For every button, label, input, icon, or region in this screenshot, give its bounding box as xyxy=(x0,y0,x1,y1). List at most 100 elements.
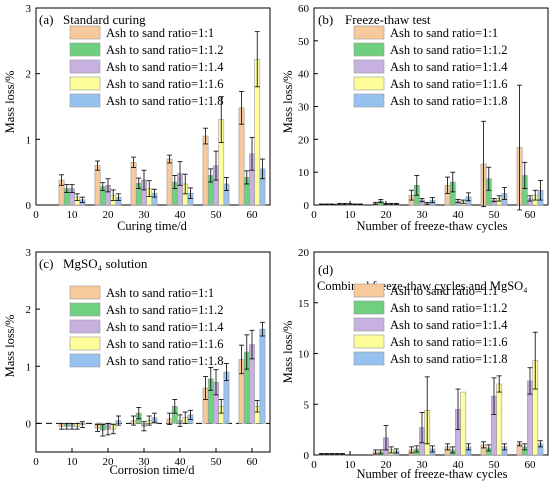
legend-swatch xyxy=(69,76,101,91)
legend-swatch xyxy=(353,59,385,74)
bar xyxy=(496,383,503,456)
panel-a-title: Standard curing xyxy=(63,12,146,27)
y-tick-label: 1 xyxy=(26,361,32,373)
y-tick-label: 0 xyxy=(304,450,310,462)
y-tick-label: 5 xyxy=(304,399,310,411)
x-tick-label: 30 xyxy=(139,209,151,221)
legend-swatch xyxy=(69,336,101,351)
legend-label: Ash to sand ratio=1:1.6 xyxy=(106,77,223,91)
legend-swatch xyxy=(353,25,385,40)
panel-d-ylabel: Mass loss/% xyxy=(281,321,295,384)
legend-label: Ash to sand ratio=1:1 xyxy=(106,286,214,300)
legend-label: Ash to sand ratio=1:1 xyxy=(106,26,214,40)
legend-label: Ash to sand ratio=1:1.4 xyxy=(106,320,224,334)
panel-b: (b) Freeze-thaw test Number of freeze-th… xyxy=(281,3,549,233)
x-tick-label: 50 xyxy=(489,459,501,471)
legend-swatch xyxy=(69,319,101,334)
x-tick-label: 60 xyxy=(525,459,537,471)
x-tick-label: 20 xyxy=(381,209,393,221)
bar xyxy=(94,165,101,206)
x-tick-label: 10 xyxy=(345,209,357,221)
legend-swatch xyxy=(353,300,385,315)
legend-swatch xyxy=(69,302,101,317)
x-tick-label: 30 xyxy=(417,459,429,471)
panel-a-label: (a) xyxy=(39,12,53,27)
legend-swatch xyxy=(353,283,385,298)
panel-a-ylabel: Mass loss/% xyxy=(3,71,17,134)
legend-label: Ash to sand ratio=1:1.2 xyxy=(390,301,507,315)
y-tick-label: 15 xyxy=(298,298,310,310)
x-tick-label: 0 xyxy=(33,456,39,468)
legend-label: Ash to sand ratio=1:1.6 xyxy=(390,77,507,91)
y-tick-label: 0 xyxy=(26,418,32,430)
legend-label: Ash to sand ratio=1:1.8 xyxy=(390,352,507,366)
legend-swatch xyxy=(353,351,385,366)
legend-label: Ash to sand ratio=1:1.4 xyxy=(390,318,508,332)
y-tick-label: 30 xyxy=(298,102,310,114)
x-tick-label: 60 xyxy=(247,209,259,221)
panel-a-xlabel: Curing time/d xyxy=(117,219,188,233)
y-tick-label: 2 xyxy=(26,304,32,316)
x-tick-label: 40 xyxy=(175,209,187,221)
panel-a: (a) Standard curing Curing time/d Mass l… xyxy=(3,3,271,233)
legend-label: Ash to sand ratio=1:1.8 xyxy=(106,94,223,108)
y-tick-label: 2 xyxy=(26,69,32,81)
legend-label: Ash to sand ratio=1:1.6 xyxy=(390,335,507,349)
y-tick-label: 0 xyxy=(26,200,32,212)
legend-label: Ash to sand ratio=1:1.4 xyxy=(106,60,224,74)
x-tick-label: 20 xyxy=(103,456,115,468)
panel-b-xlabel: Number of freeze-thaw cycles xyxy=(357,219,508,233)
legend-swatch xyxy=(353,317,385,332)
y-tick-label: 60 xyxy=(298,3,310,15)
legend-label: Ash to sand ratio=1:1.2 xyxy=(106,43,223,57)
x-tick-label: 10 xyxy=(345,459,357,471)
y-tick-label: 3 xyxy=(26,247,32,259)
legend-swatch xyxy=(69,25,101,40)
x-tick-label: 40 xyxy=(175,456,187,468)
x-tick-label: 40 xyxy=(453,459,465,471)
bar xyxy=(166,158,173,206)
legend-label: Ash to sand ratio=1:1.4 xyxy=(390,60,508,74)
panel-d: (d) Combined freeze-thaw cycles and MgSO… xyxy=(281,247,549,481)
legend-swatch xyxy=(69,93,101,108)
panel-c-label: (c) xyxy=(39,256,53,271)
bar xyxy=(259,328,266,424)
x-tick-label: 20 xyxy=(103,209,115,221)
x-tick-label: 60 xyxy=(247,456,259,468)
panel-b-title: Freeze-thaw test xyxy=(345,12,431,27)
x-tick-label: 0 xyxy=(311,459,317,471)
panel-c-xlabel: Corrosion time/d xyxy=(109,463,195,477)
panel-c-ylabel: Mass loss/% xyxy=(3,315,17,378)
legend-swatch xyxy=(353,76,385,91)
y-tick-label: 1 xyxy=(26,134,32,146)
panel-c-title: MgSO₄ solution xyxy=(63,256,148,271)
x-tick-label: 40 xyxy=(453,209,465,221)
x-tick-label: 30 xyxy=(139,456,151,468)
x-tick-label: 50 xyxy=(211,456,223,468)
x-tick-label: 50 xyxy=(489,209,501,221)
legend-label: Ash to sand ratio=1:1 xyxy=(390,284,498,298)
legend-label: Ash to sand ratio=1:1.6 xyxy=(106,337,223,351)
legend-swatch xyxy=(69,42,101,57)
legend-swatch xyxy=(353,42,385,57)
legend-label: Ash to sand ratio=1:1.2 xyxy=(106,303,223,317)
y-tick-label: 40 xyxy=(298,69,310,81)
x-tick-label: 0 xyxy=(311,209,317,221)
legend-swatch xyxy=(353,334,385,349)
legend-label: Ash to sand ratio=1:1.8 xyxy=(106,354,223,368)
panel-b-ylabel: Mass loss/% xyxy=(281,71,295,134)
y-tick-label: 10 xyxy=(298,167,310,179)
legend-swatch xyxy=(69,285,101,300)
panel-d-label: (d) xyxy=(318,262,333,277)
legend-label: Ash to sand ratio=1:1.8 xyxy=(390,94,507,108)
y-tick-label: 3 xyxy=(26,3,32,15)
x-tick-label: 10 xyxy=(67,209,79,221)
x-tick-label: 20 xyxy=(381,459,393,471)
x-tick-label: 10 xyxy=(67,456,79,468)
legend-swatch xyxy=(353,93,385,108)
y-tick-label: 0 xyxy=(304,200,310,212)
panel-b-label: (b) xyxy=(318,12,333,27)
x-tick-label: 60 xyxy=(525,209,537,221)
x-tick-label: 0 xyxy=(33,209,39,221)
